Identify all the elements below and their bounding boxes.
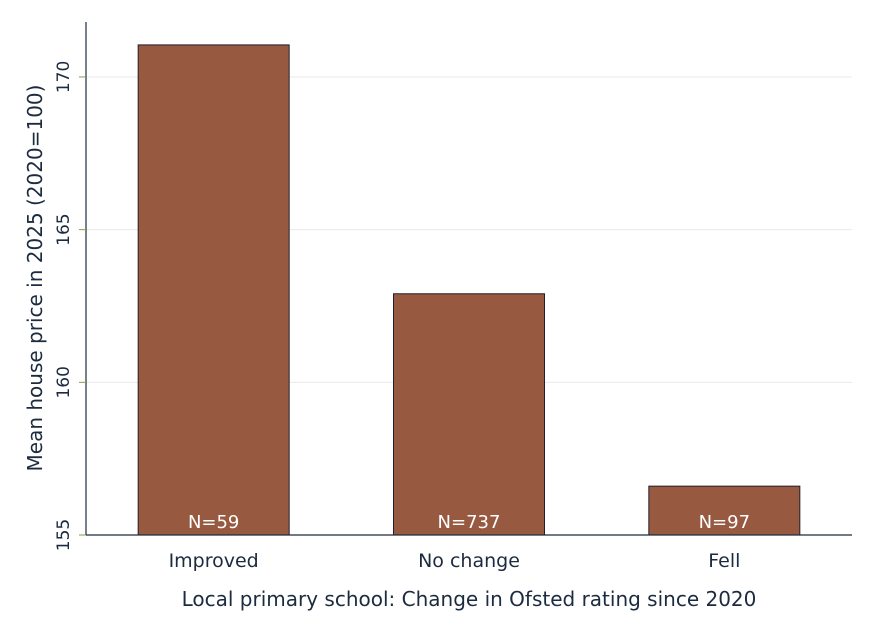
x-tick-label: Fell	[708, 550, 740, 572]
bar-improved	[137, 44, 290, 536]
bar-fell	[648, 485, 801, 536]
y-axis-title: Mean house price in 2025 (2020=100)	[23, 85, 47, 472]
x-tick-label: Improved	[169, 550, 259, 572]
bar-data-label: N=59	[188, 512, 239, 533]
bar-no-change	[393, 293, 545, 536]
y-tick-label: 165	[54, 213, 74, 245]
bar-data-label: N=737	[438, 512, 501, 533]
bars: N=59 N=737 N=97	[137, 44, 801, 536]
y-tick-label: 155	[54, 519, 74, 551]
x-categories: Improved No change Fell	[169, 550, 741, 572]
x-axis-title: Local primary school: Change in Ofsted r…	[182, 587, 757, 611]
bar-data-label: N=97	[699, 512, 750, 533]
y-ticks: 155 160 165 170	[54, 61, 86, 551]
axes	[85, 22, 852, 536]
x-tick-label: No change	[418, 550, 520, 572]
y-tick-label: 160	[54, 366, 74, 398]
y-tick-label: 170	[54, 61, 74, 93]
